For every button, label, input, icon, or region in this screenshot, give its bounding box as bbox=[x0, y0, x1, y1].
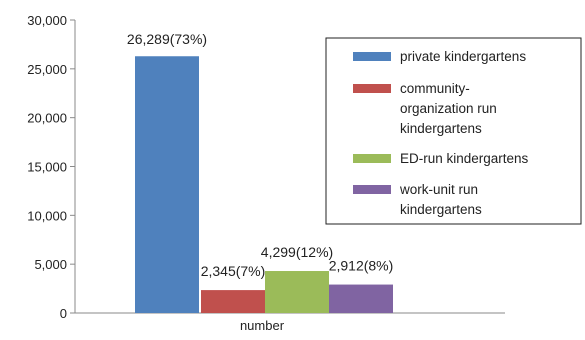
data-label-group: 26,289(73%) 2,345(7%) 4,299(12%)2,912(8%) bbox=[127, 31, 393, 279]
legend-entry: community-organization run kindergartens bbox=[353, 81, 497, 136]
data-label: 26,289(73%) bbox=[127, 31, 207, 47]
bar bbox=[329, 284, 393, 313]
data-label: 2,912(8%) bbox=[329, 258, 394, 274]
y-tick-label: 10,000 bbox=[27, 208, 67, 223]
bar bbox=[265, 271, 329, 313]
legend-swatch bbox=[353, 84, 391, 93]
data-label: 2,345(7%) bbox=[201, 263, 266, 279]
x-category-label: number bbox=[240, 318, 285, 333]
legend-label: community-organization run kindergartens bbox=[400, 81, 497, 136]
bar-group bbox=[135, 56, 393, 313]
data-label: 4,299(12%) bbox=[261, 244, 333, 260]
y-tick-label: 0 bbox=[60, 306, 67, 321]
bar bbox=[201, 290, 265, 313]
bar bbox=[135, 56, 199, 313]
y-tick-label: 25,000 bbox=[27, 62, 67, 77]
legend-swatch bbox=[353, 52, 391, 61]
y-tick-group: 0 5,000 10,000 15,000 20,000 25,000 30,000 bbox=[27, 13, 75, 321]
legend: private kindergartens community-organizat… bbox=[325, 37, 582, 225]
legend-label: work-unit run kindergartens bbox=[399, 182, 482, 217]
legend-entry: private kindergartens bbox=[353, 49, 526, 64]
legend-label: private kindergartens bbox=[400, 49, 526, 64]
y-tick-label: 20,000 bbox=[27, 111, 67, 126]
legend-swatch bbox=[353, 185, 391, 194]
legend-entry: ED-run kindergartens bbox=[353, 151, 529, 166]
legend-label: ED-run kindergartens bbox=[400, 151, 529, 166]
legend-swatch bbox=[353, 154, 391, 163]
y-tick-label: 15,000 bbox=[27, 160, 67, 175]
y-tick-label: 5,000 bbox=[34, 257, 67, 272]
y-tick-label: 30,000 bbox=[27, 13, 67, 28]
legend-entry: work-unit run kindergartens bbox=[353, 182, 482, 217]
